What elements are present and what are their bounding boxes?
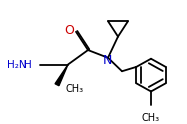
Text: CH₃: CH₃ [142, 113, 160, 123]
Text: N: N [102, 54, 112, 67]
Text: O: O [64, 24, 74, 37]
Text: H: H [24, 61, 32, 70]
Text: CH₃: CH₃ [66, 84, 84, 94]
Polygon shape [55, 64, 68, 86]
Text: H₂N: H₂N [7, 61, 27, 70]
